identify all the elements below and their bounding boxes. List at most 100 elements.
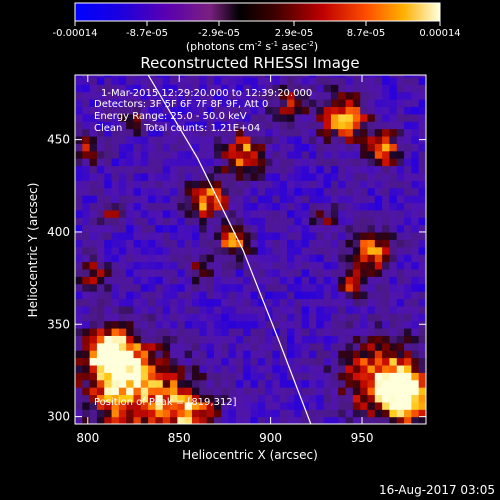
heatmap-cell [360, 342, 369, 351]
heatmap-cell [360, 387, 369, 396]
heatmap-cell [111, 283, 120, 292]
heatmap-cell [243, 143, 252, 152]
heatmap-cell [338, 416, 347, 424]
heatmap-cell [184, 150, 193, 159]
heatmap-cell [323, 372, 332, 381]
heatmap-cell [367, 342, 376, 351]
heatmap-cell [243, 283, 252, 292]
annotation-peak: Position of Peak = [819,312] [94, 397, 237, 408]
heatmap-cell [75, 305, 83, 314]
heatmap-cell [75, 239, 83, 248]
heatmap-cell [287, 106, 295, 115]
heatmap-cell [316, 254, 325, 263]
heatmap-cell [360, 305, 369, 314]
heatmap-cell [133, 113, 142, 122]
heatmap-cell [367, 76, 376, 85]
heatmap-cell [309, 261, 317, 270]
heatmap-cell [272, 150, 281, 159]
heatmap-cell [404, 320, 412, 329]
heatmap-cell [316, 409, 325, 418]
heatmap-cell [96, 379, 105, 388]
heatmap-cell [170, 180, 178, 189]
heatmap-cell [367, 128, 376, 137]
heatmap-cell [367, 305, 376, 314]
heatmap-cell [133, 121, 142, 130]
heatmap-cell [148, 372, 157, 381]
heatmap-cell [213, 283, 222, 292]
heatmap-cell [221, 84, 230, 93]
heatmap-cell [221, 298, 230, 307]
heatmap-cell [352, 320, 361, 329]
heatmap-cell [323, 379, 332, 388]
heatmap-cell [155, 372, 164, 381]
heatmap-cell [89, 150, 98, 159]
heatmap-cell [301, 187, 310, 196]
heatmap-cell [396, 268, 405, 277]
heatmap-cell [323, 239, 332, 248]
heatmap-cell [389, 150, 398, 159]
heatmap-cell [155, 209, 164, 218]
heatmap-cell [96, 342, 105, 351]
heatmap-cell [404, 135, 412, 144]
heatmap-cell [170, 246, 178, 255]
heatmap-cell [257, 327, 266, 336]
heatmap-cell [301, 379, 310, 388]
heatmap-cell [396, 202, 405, 211]
heatmap-cell [133, 357, 142, 366]
heatmap-cell [323, 84, 332, 93]
heatmap-cell [177, 291, 186, 300]
heatmap-cell [206, 224, 215, 233]
heatmap-cell [338, 84, 347, 93]
heatmap-cell [360, 298, 369, 307]
heatmap-cell [411, 350, 420, 359]
heatmap-cell [133, 394, 142, 403]
heatmap-cell [192, 305, 200, 314]
heatmap-cell [118, 357, 127, 366]
heatmap-cell [126, 401, 135, 410]
heatmap-cell [118, 254, 127, 263]
heatmap-cell [89, 172, 98, 181]
colorbar-ticks [74, 21, 441, 26]
heatmap-cell [221, 217, 230, 226]
heatmap-cell [184, 261, 193, 270]
heatmap-cell [279, 165, 288, 174]
heatmap-cell [279, 84, 288, 93]
heatmap-cell [330, 99, 339, 107]
heatmap-cell [301, 291, 310, 300]
heatmap-cell [126, 261, 135, 270]
heatmap-cell [96, 291, 105, 300]
heatmap-cell [111, 291, 120, 300]
heatmap-cell [177, 224, 186, 233]
heatmap-cell [206, 313, 215, 322]
heatmap-cell [243, 401, 252, 410]
heatmap-cell [374, 246, 383, 255]
heatmap-cell [170, 409, 178, 418]
heatmap-cell [89, 143, 98, 152]
heatmap-cell [279, 99, 288, 107]
heatmap-cell [389, 91, 398, 100]
heatmap-cell [75, 416, 83, 424]
heatmap-cell [199, 150, 208, 159]
heatmap-cell [155, 394, 164, 403]
heatmap-cell [140, 387, 149, 396]
heatmap-cell [235, 254, 244, 263]
heatmap-cell [162, 313, 171, 322]
heatmap-cell [418, 106, 426, 115]
heatmap-cell [89, 342, 98, 351]
heatmap-cell [287, 320, 295, 329]
heatmap-cell [177, 327, 186, 336]
heatmap-cell [133, 276, 142, 285]
heatmap-cell [389, 75, 398, 78]
heatmap-cell [111, 313, 120, 322]
heatmap-cell [287, 150, 295, 159]
heatmap-cell [257, 387, 266, 396]
heatmap-cell [360, 150, 369, 159]
heatmap-cell [228, 158, 237, 167]
heatmap-cell [257, 342, 266, 351]
heatmap-cell [126, 387, 135, 396]
heatmap-cell [192, 75, 200, 78]
heatmap-cell [75, 261, 83, 270]
heatmap-cell [155, 76, 164, 85]
heatmap-cell [82, 172, 91, 181]
heatmap-cell [265, 180, 274, 189]
